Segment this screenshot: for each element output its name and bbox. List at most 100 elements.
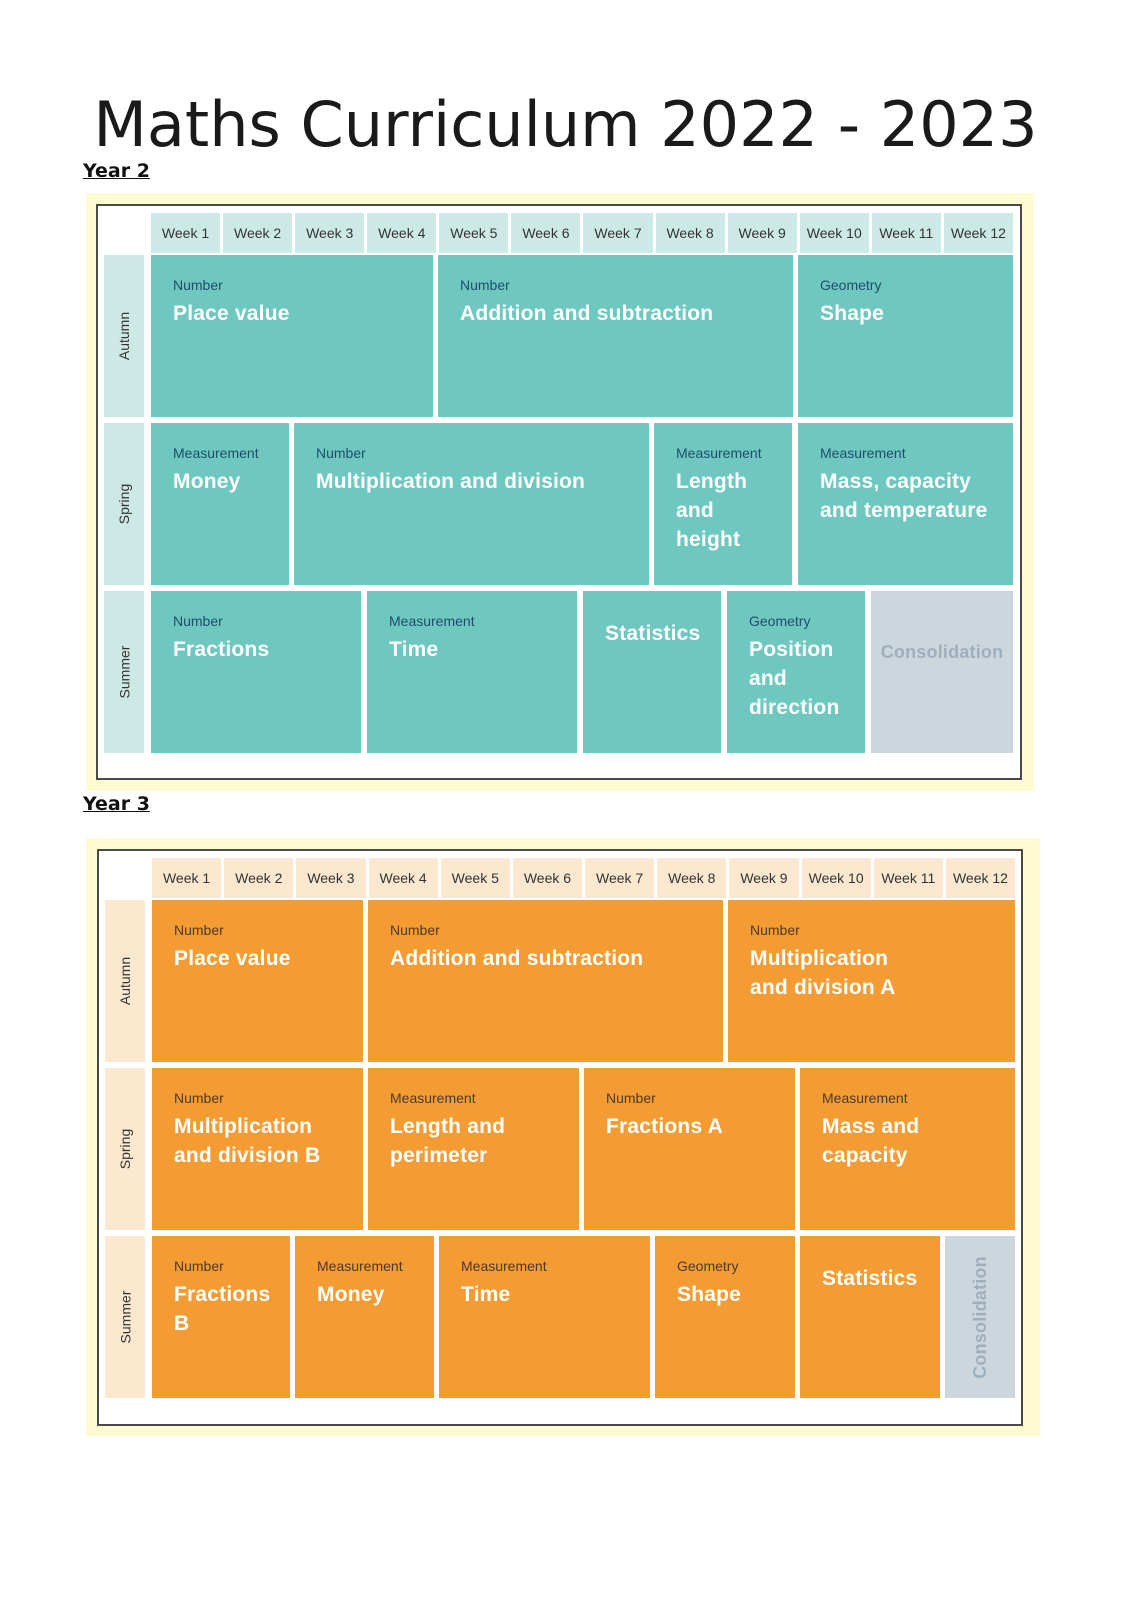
topic-block: Number Fractions B [152, 1236, 290, 1398]
week-7-header: Week 7 [583, 213, 653, 253]
block-topic: Fractions B [174, 1283, 271, 1335]
topic-block: Measurement Time [439, 1236, 650, 1398]
week-9-header: Week 9 [727, 213, 797, 253]
topic-block: Number Addition and subtraction [368, 900, 723, 1062]
block-category: Measurement [822, 1090, 908, 1106]
block-topic: Fractions A [606, 1115, 723, 1138]
topic-block: Number Fractions A [584, 1068, 795, 1230]
week-5-header: Week 5 [440, 858, 510, 898]
block-topic: Addition and subtraction [460, 302, 714, 325]
term-label-summer: Summer [104, 591, 144, 753]
week-12-header: Week 12 [943, 213, 1013, 253]
block-category: Number [174, 1258, 224, 1274]
block-category: Number [174, 922, 224, 938]
block-category: Geometry [677, 1258, 739, 1274]
block-topic: Place value [174, 947, 291, 970]
term-label-autumn: Autumn [104, 255, 144, 417]
block-topic: Length and height [676, 470, 748, 551]
block-topic: Mass and capacity [822, 1115, 920, 1167]
block-category: Number [316, 445, 366, 461]
block-topic: Shape [677, 1283, 742, 1306]
term-label-spring: Spring [104, 423, 144, 585]
topic-block: Measurement Length and height [654, 423, 792, 585]
term-label-autumn: Autumn [105, 900, 145, 1062]
year-2-week-header: Week 1 Week 2 Week 3 Week 4 Week 5 Week … [151, 213, 1013, 253]
block-category: Number [173, 613, 223, 629]
week-12-header: Week 12 [945, 858, 1016, 898]
block-category: Number [606, 1090, 656, 1106]
year-3-week-header: Week 1 Week 2 Week 3 Week 4 Week 5 Week … [152, 858, 1016, 898]
block-category: Measurement [390, 1090, 476, 1106]
block-topic: Place value [173, 302, 290, 325]
block-category: Measurement [820, 445, 906, 461]
topic-block: Measurement Money [151, 423, 289, 585]
topic-block: Geometry Shape [798, 255, 1013, 417]
week-3-header: Week 3 [295, 213, 365, 253]
block-category: Number [173, 277, 223, 293]
block-category: Measurement [461, 1258, 547, 1274]
block-topic: Mass, capacity and temperature [820, 470, 988, 522]
week-9-header: Week 9 [729, 858, 799, 898]
topic-block: Geometry Shape [655, 1236, 795, 1398]
week-2-header: Week 2 [224, 858, 294, 898]
term-label-summer: Summer [105, 1236, 145, 1398]
term-name: Autumn [116, 311, 132, 361]
topic-block: Measurement Money [295, 1236, 434, 1398]
week-1-header: Week 1 [151, 213, 221, 253]
block-topic: Consolidation [880, 641, 1004, 662]
topic-block: Number Multiplication and division [294, 423, 649, 585]
block-topic: Money [173, 470, 241, 493]
year-3-plan: Week 1 Week 2 Week 3 Week 4 Week 5 Week … [86, 838, 1040, 1436]
week-3-header: Week 3 [296, 858, 366, 898]
topic-block: Measurement Time [367, 591, 577, 753]
week-10-header: Week 10 [799, 213, 869, 253]
topic-block: Number Fractions [151, 591, 361, 753]
block-topic: Multiplication and division A [750, 947, 896, 999]
week-5-header: Week 5 [439, 213, 509, 253]
block-category: Measurement [389, 613, 475, 629]
block-topic: Fractions [173, 638, 270, 661]
week-8-header: Week 8 [657, 858, 727, 898]
year-2-plan: Week 1 Week 2 Week 3 Week 4 Week 5 Week … [86, 193, 1034, 791]
topic-block: Geometry Position and direction [727, 591, 865, 753]
block-topic: Length and perimeter [390, 1115, 506, 1167]
block-topic: Shape [820, 302, 885, 325]
term-name: Autumn [117, 956, 133, 1006]
topic-block: Number Multiplication and division B [152, 1068, 363, 1230]
week-11-header: Week 11 [873, 858, 943, 898]
block-topic: Time [461, 1283, 511, 1306]
topic-block: Statistics [583, 591, 721, 753]
topic-block: Number Place value [152, 900, 363, 1062]
week-2-header: Week 2 [223, 213, 293, 253]
week-4-header: Week 4 [367, 213, 437, 253]
week-7-header: Week 7 [585, 858, 655, 898]
term-name: Spring [116, 483, 132, 525]
topic-block: Number Addition and subtraction [438, 255, 793, 417]
block-topic: Statistics [822, 1267, 918, 1290]
topic-block: Number Multiplication and division A [728, 900, 1015, 1062]
block-topic: Multiplication and division [316, 470, 586, 493]
block-category: Measurement [317, 1258, 403, 1274]
week-10-header: Week 10 [801, 858, 871, 898]
page-title: Maths Curriculum 2022 - 2023 [93, 88, 1038, 161]
topic-block: Measurement Mass, capacity and temperatu… [798, 423, 1013, 585]
block-topic: Statistics [605, 622, 701, 645]
block-topic: Time [389, 638, 439, 661]
block-category: Measurement [676, 445, 762, 461]
week-1-header: Week 1 [152, 858, 222, 898]
consolidation-block: Consolidation [871, 591, 1013, 753]
week-4-header: Week 4 [368, 858, 438, 898]
block-topic: Money [317, 1283, 385, 1306]
block-category: Measurement [173, 445, 259, 461]
week-6-header: Week 6 [512, 858, 583, 898]
week-8-header: Week 8 [655, 213, 725, 253]
block-category: Geometry [820, 277, 882, 293]
year-3-heading: Year 3 [83, 793, 150, 815]
week-6-header: Week 6 [511, 213, 581, 253]
block-category: Number [460, 277, 510, 293]
topic-block: Number Place value [151, 255, 433, 417]
block-topic: Consolidation [969, 1255, 990, 1379]
block-topic: Position and direction [749, 638, 840, 719]
consolidation-block: Consolidation [945, 1236, 1015, 1398]
topic-block: Statistics [800, 1236, 940, 1398]
